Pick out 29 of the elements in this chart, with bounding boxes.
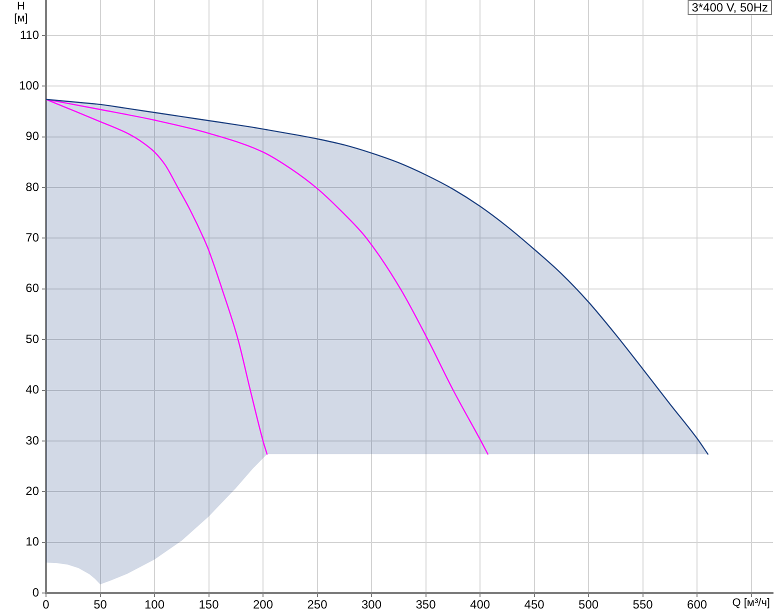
- y-tick-label: 30: [26, 433, 40, 448]
- line-series: [46, 98, 708, 455]
- y-tick-label: 100: [18, 78, 40, 92]
- x-tick-label: 550: [632, 598, 654, 611]
- x-tick-label: 400: [470, 598, 490, 611]
- y-tick-label: 110: [20, 28, 40, 42]
- y-tick-label: 80: [26, 180, 40, 194]
- y-tick-label: 20: [26, 484, 40, 498]
- x-tick-label: 300: [362, 598, 382, 611]
- x-tick-label: 150: [198, 598, 220, 611]
- x-axis-title: Q [м³/ч]: [732, 597, 770, 610]
- x-tick-label: 500: [578, 598, 599, 611]
- y-tick-label: 60: [26, 281, 40, 296]
- y-tick-label: 90: [26, 129, 40, 144]
- x-tick-label: 200: [253, 598, 274, 611]
- x-tick-label: 50: [94, 598, 108, 611]
- y-axis-title: H [м]: [14, 0, 28, 25]
- x-tick-label: 450: [524, 598, 545, 611]
- annotation: 3*400 V, 50Hz: [692, 0, 768, 14]
- y-tick-label: 0: [32, 585, 40, 600]
- x-tick-label: 100: [144, 598, 165, 611]
- y-tick-label: 70: [26, 230, 40, 245]
- y-tick-label: 10: [26, 534, 40, 549]
- x-tick-label: 350: [416, 598, 436, 611]
- y-tick-label: 50: [26, 332, 40, 346]
- x-tick-label: 600: [687, 598, 708, 611]
- x-tick-label: 250: [307, 598, 328, 611]
- x-tick-label: 0: [42, 598, 50, 611]
- y-tick-label: 40: [26, 382, 40, 397]
